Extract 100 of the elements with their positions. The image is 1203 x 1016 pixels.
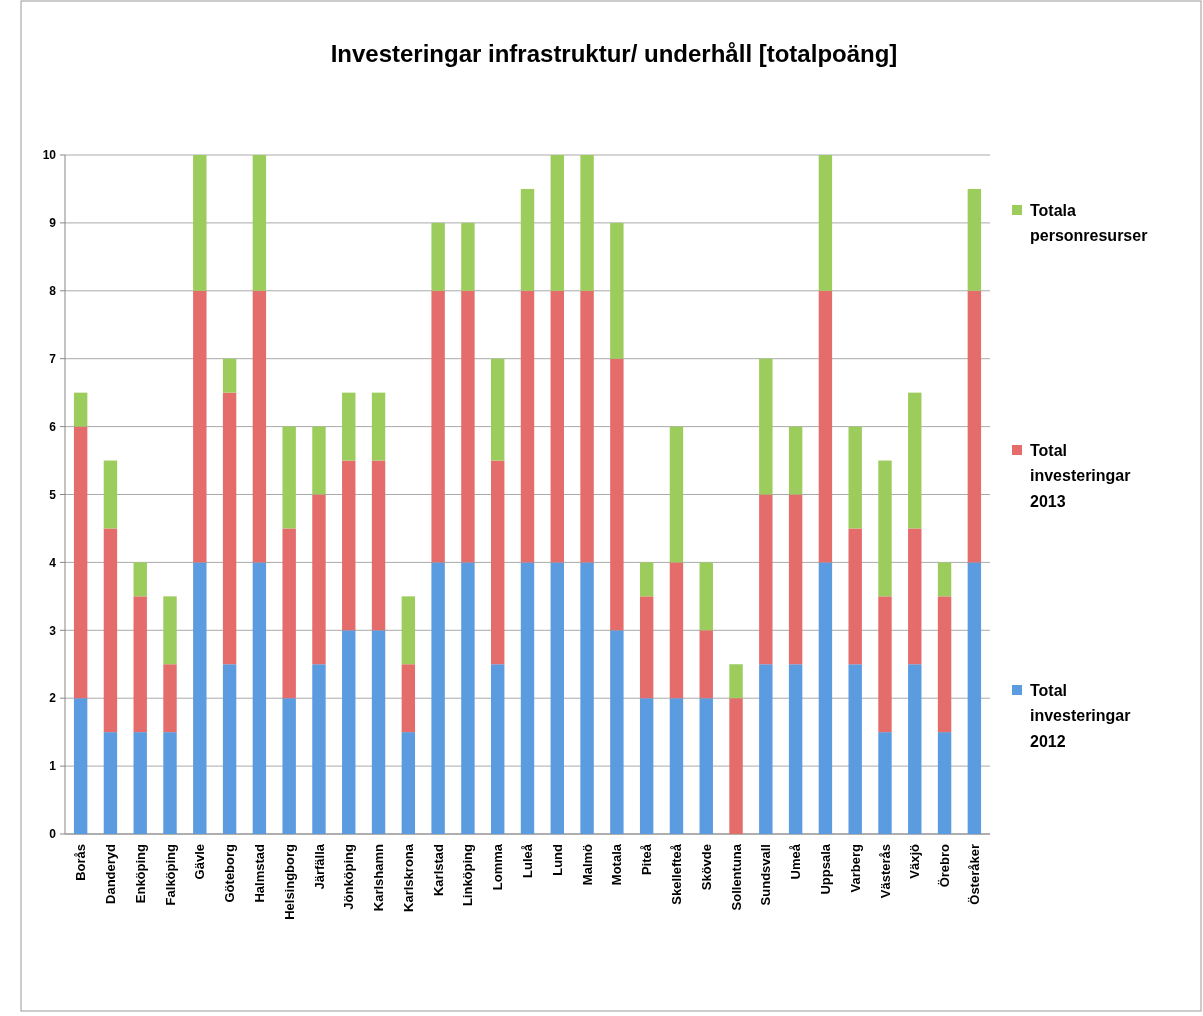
bar (193, 155, 207, 291)
x-tick-label: Gävle (192, 844, 208, 880)
x-tick-label: Skövde (698, 844, 714, 891)
x-tick-label: Österåker (966, 844, 982, 905)
x-tick-label: Helsingborg (281, 843, 297, 920)
bar (133, 732, 147, 834)
bar (639, 562, 654, 597)
x-tick-label: Karlshamn (371, 843, 387, 912)
bar (610, 222, 624, 359)
bar (610, 358, 624, 631)
bar (282, 698, 296, 834)
y-tick-label: 8 (49, 284, 57, 298)
bar (103, 460, 118, 529)
x-tick-label: Jönköping (341, 843, 357, 910)
bar (759, 494, 773, 665)
y-tick-label: 1 (49, 759, 57, 774)
bar (491, 664, 505, 834)
bar (371, 392, 386, 461)
bar (759, 664, 773, 834)
bar (282, 528, 296, 699)
x-tick-label: Örebro (937, 843, 953, 888)
x-tick-label: Karlstad (430, 843, 446, 897)
x-tick-label: Motala (609, 843, 625, 886)
x-tick-label: Sundsvall (758, 844, 774, 906)
bar (133, 596, 147, 733)
bar (729, 664, 743, 699)
y-tick-label: 7 (49, 351, 57, 366)
bar (520, 188, 535, 291)
bar (908, 664, 922, 834)
bar (431, 222, 445, 291)
bar (908, 528, 922, 665)
bar (431, 562, 445, 834)
x-tick-label: Västerås (877, 844, 893, 899)
bar (818, 562, 833, 834)
bar (222, 358, 237, 393)
bar (878, 460, 892, 597)
bar (222, 664, 237, 834)
x-tick-label: Uppsala (817, 843, 833, 895)
bar (729, 698, 743, 834)
x-tick-label: Karlskrona (400, 843, 416, 912)
legend-label: Total investeringar 2012 (1030, 681, 1131, 750)
bar (550, 562, 564, 834)
bar (193, 290, 207, 563)
bar (431, 290, 445, 563)
bar (461, 290, 475, 563)
bar (461, 562, 475, 834)
bar (848, 664, 862, 834)
bar (520, 562, 535, 834)
bar (73, 392, 88, 427)
bar (401, 596, 416, 665)
bar (252, 290, 267, 563)
y-tick-label: 6 (49, 419, 57, 434)
bar (788, 494, 803, 665)
y-tick-label: 5 (49, 487, 57, 502)
bar (699, 630, 713, 699)
bar (878, 732, 892, 834)
bar (282, 426, 296, 529)
bar (669, 562, 684, 699)
bar (580, 562, 594, 834)
bar (848, 426, 862, 529)
y-tick-label: 9 (49, 216, 57, 231)
bar (550, 155, 564, 291)
bar (163, 596, 177, 665)
x-tick-label: Sollentuna (728, 843, 744, 911)
bar (73, 426, 88, 699)
bar (342, 392, 356, 461)
bar (401, 732, 416, 834)
x-tick-label: Halmstad (251, 843, 267, 903)
x-tick-label: Falköping (162, 843, 178, 906)
bar (103, 528, 118, 733)
bar (342, 460, 356, 631)
bar (639, 698, 654, 834)
bar (908, 392, 922, 529)
x-tick-label: Enköping (132, 843, 148, 904)
legend-label: Totala personresurser (1030, 201, 1148, 245)
chart-title: Investeringar infrastruktur/ underhåll [totalpoäng] (330, 40, 898, 67)
x-tick-label: Varberg (847, 843, 863, 893)
bar (699, 698, 713, 834)
x-tick-label: Växjö (907, 843, 923, 879)
x-tick-label: Umeå (788, 843, 804, 880)
bar (937, 562, 952, 597)
bar (699, 562, 713, 631)
bar (252, 155, 267, 291)
bar (788, 664, 803, 834)
bar (937, 596, 952, 733)
bar (491, 358, 505, 461)
bar (491, 460, 505, 665)
bar (401, 664, 416, 733)
x-tick-label: Järfälla (311, 843, 327, 890)
bar (520, 290, 535, 563)
bar (759, 358, 773, 495)
bar (342, 630, 356, 834)
bar (818, 155, 833, 291)
bar (371, 460, 386, 631)
bar (103, 732, 118, 834)
bar (252, 562, 267, 834)
bar (967, 290, 982, 563)
bar (193, 562, 207, 834)
bar (878, 596, 892, 733)
bar (163, 732, 177, 834)
